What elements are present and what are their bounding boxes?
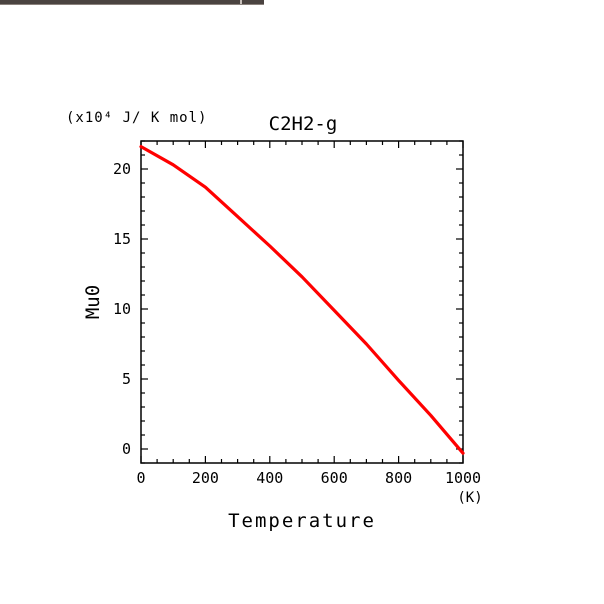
unit-label: (x10⁴ J/ K mol) (66, 110, 207, 126)
x-axis-label: Temperature (228, 510, 376, 532)
y-tick-label: 15 (113, 230, 131, 248)
window-strip (0, 0, 264, 5)
chart-title: C2H2-g (269, 113, 338, 135)
series-line (139, 145, 465, 455)
y-axis-label: Mu0 (82, 285, 104, 319)
ticks: 0 200 400 600 800 1000 0 5 10 15 20 (113, 140, 481, 487)
plot-border (140, 140, 464, 464)
plot-frame (140, 140, 464, 464)
series-layer (139, 145, 465, 455)
x-tick-label: 400 (256, 469, 283, 487)
y-tick-label: 10 (113, 300, 131, 318)
x-tick-label: 200 (192, 469, 219, 487)
y-tick-label: 20 (113, 160, 131, 178)
x-tick-label: 1000 (445, 469, 481, 487)
x-tick-label: 800 (385, 469, 412, 487)
x-tick-label: 600 (321, 469, 348, 487)
x-unit-label: (K) (457, 490, 482, 506)
y-tick-label: 5 (122, 370, 131, 388)
x-tick-label: 0 (136, 469, 145, 487)
window-strip-notch (240, 0, 242, 4)
y-tick-label: 0 (122, 440, 131, 458)
